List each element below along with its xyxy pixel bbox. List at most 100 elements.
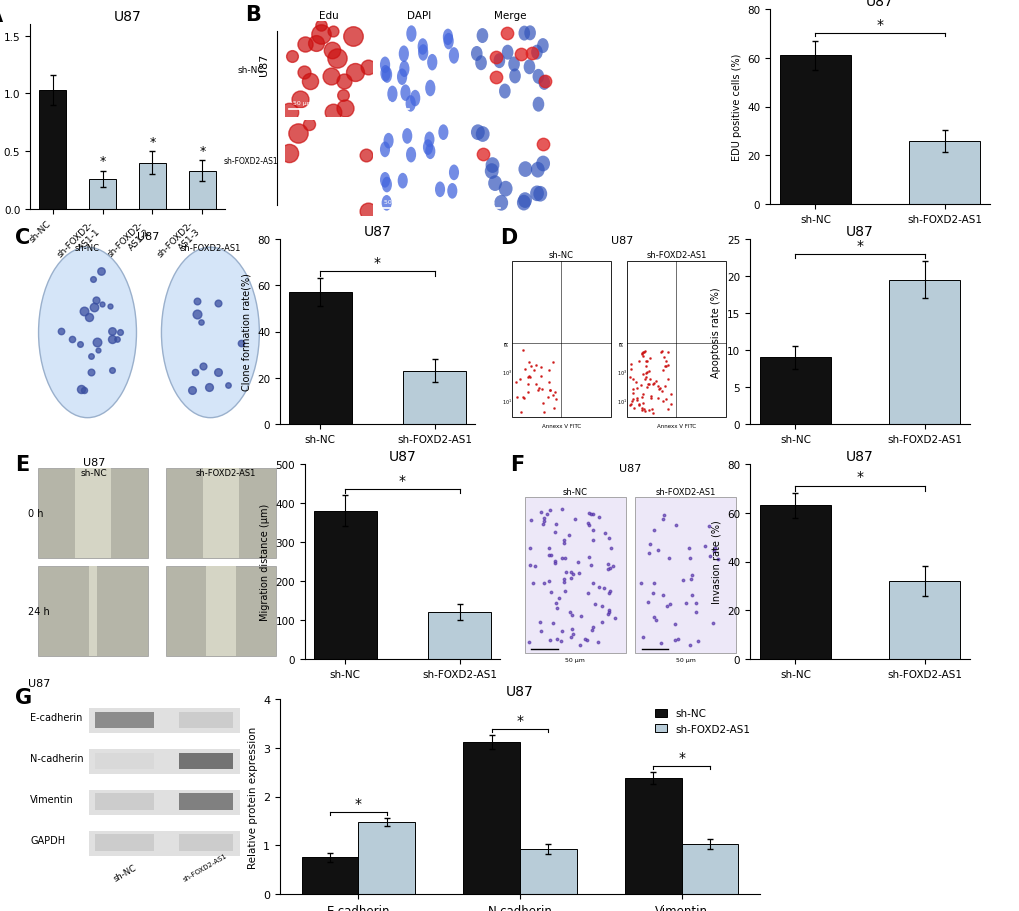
- Bar: [512, 262, 610, 417]
- Title: U87: U87: [113, 10, 142, 24]
- Ellipse shape: [398, 46, 409, 63]
- Ellipse shape: [471, 125, 484, 141]
- Ellipse shape: [442, 29, 452, 46]
- Point: [72, 383, 89, 397]
- Bar: [627, 262, 726, 417]
- Ellipse shape: [537, 39, 548, 54]
- Ellipse shape: [448, 48, 459, 65]
- Text: sh-FOXD2-AS1: sh-FOXD2-AS1: [180, 243, 240, 252]
- Point: [487, 51, 503, 66]
- Text: N-cadherin: N-cadherin: [31, 753, 84, 763]
- Ellipse shape: [508, 69, 521, 85]
- Title: Merge: Merge: [494, 11, 526, 21]
- Ellipse shape: [161, 248, 259, 418]
- Text: U87: U87: [610, 236, 633, 246]
- Legend: sh-NC, sh-FOXD2-AS1: sh-NC, sh-FOXD2-AS1: [650, 704, 754, 738]
- Text: sh-NC: sh-NC: [548, 251, 574, 260]
- Text: sh-FOXD2-AS1: sh-FOXD2-AS1: [196, 468, 256, 477]
- Bar: [403, 372, 466, 425]
- Point: [302, 75, 318, 89]
- Ellipse shape: [484, 164, 498, 179]
- Point: [201, 381, 217, 395]
- Bar: [96, 752, 154, 769]
- Bar: [178, 793, 232, 810]
- Bar: [314, 511, 376, 660]
- Ellipse shape: [381, 178, 391, 193]
- Text: U87: U87: [619, 463, 641, 473]
- Point: [334, 88, 351, 103]
- Text: sh-FOXD2-AS1: sh-FOXD2-AS1: [223, 157, 278, 166]
- Text: *: *: [374, 256, 381, 270]
- Text: 10$^3$: 10$^3$: [616, 368, 627, 377]
- Ellipse shape: [518, 193, 532, 209]
- Text: *: *: [99, 155, 106, 169]
- Bar: [358, 822, 415, 894]
- Bar: [89, 179, 116, 210]
- Point: [513, 47, 529, 62]
- Point: [88, 294, 104, 309]
- Point: [335, 75, 352, 89]
- Bar: [759, 506, 830, 660]
- Point: [346, 66, 363, 80]
- Bar: [139, 164, 166, 210]
- Text: D: D: [499, 228, 517, 248]
- Text: *: *: [678, 751, 685, 764]
- Point: [82, 310, 98, 324]
- Ellipse shape: [531, 46, 542, 60]
- Point: [537, 75, 553, 89]
- Ellipse shape: [517, 196, 530, 211]
- Point: [210, 297, 226, 312]
- Text: sh-FOXD2-AS1: sh-FOXD2-AS1: [655, 487, 715, 496]
- Text: *: *: [355, 796, 362, 810]
- Point: [498, 26, 515, 41]
- Ellipse shape: [448, 165, 459, 181]
- Text: *: *: [149, 136, 156, 148]
- Text: 50 μm: 50 μm: [384, 100, 404, 106]
- Text: GAPDH: GAPDH: [31, 835, 65, 845]
- Ellipse shape: [533, 187, 546, 202]
- FancyBboxPatch shape: [89, 749, 239, 774]
- FancyBboxPatch shape: [89, 790, 239, 815]
- Ellipse shape: [443, 34, 453, 50]
- Text: 24 h: 24 h: [28, 607, 50, 617]
- Ellipse shape: [523, 60, 535, 76]
- Bar: [178, 711, 232, 728]
- Text: sh-NC: sh-NC: [562, 487, 587, 496]
- Text: U87: U87: [28, 679, 50, 689]
- Ellipse shape: [396, 69, 407, 86]
- Text: sh-NC: sh-NC: [81, 468, 107, 477]
- Y-axis label: Clone formation rate(%): Clone formation rate(%): [242, 273, 252, 391]
- Ellipse shape: [400, 86, 411, 102]
- Ellipse shape: [417, 39, 427, 56]
- Text: *: *: [199, 145, 205, 158]
- Ellipse shape: [425, 81, 435, 97]
- Text: *: *: [856, 239, 863, 252]
- Bar: [525, 497, 626, 653]
- Point: [93, 265, 109, 280]
- Text: sh-NC: sh-NC: [237, 66, 264, 75]
- Point: [323, 69, 339, 84]
- Point: [487, 71, 503, 86]
- Bar: [38, 567, 148, 657]
- Bar: [96, 711, 154, 728]
- Ellipse shape: [518, 162, 532, 178]
- Point: [75, 304, 92, 319]
- Bar: [166, 567, 276, 657]
- Text: PI: PI: [503, 341, 508, 346]
- Bar: [96, 793, 154, 810]
- Ellipse shape: [524, 26, 535, 41]
- Bar: [681, 844, 738, 894]
- Bar: [463, 742, 520, 894]
- Point: [220, 379, 236, 394]
- Title: U87: U87: [505, 684, 533, 698]
- Ellipse shape: [406, 26, 416, 43]
- Text: 50 μm: 50 μm: [565, 657, 585, 662]
- Text: E-cadherin: E-cadherin: [31, 712, 83, 722]
- Point: [189, 294, 205, 309]
- Ellipse shape: [380, 66, 390, 82]
- Point: [289, 127, 306, 141]
- Point: [360, 60, 376, 75]
- Text: Annexx V FITC: Annexx V FITC: [541, 424, 580, 428]
- Bar: [302, 857, 358, 894]
- Bar: [206, 567, 235, 657]
